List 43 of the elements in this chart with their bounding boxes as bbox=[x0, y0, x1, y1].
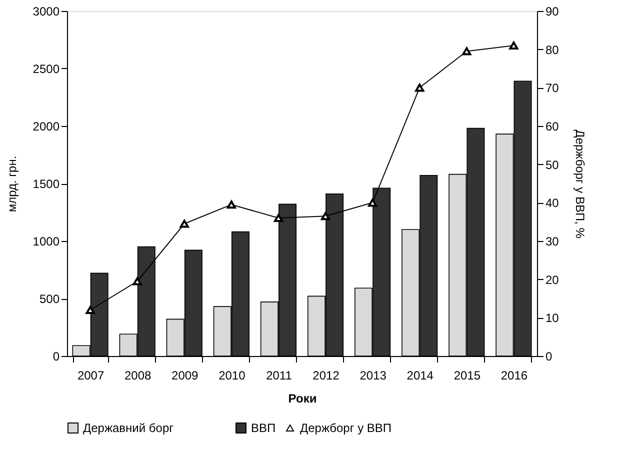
y2-tick-label: 40 bbox=[546, 196, 560, 210]
y2-tick-label: 20 bbox=[546, 272, 560, 287]
x-tick-label: 2007 bbox=[77, 368, 104, 382]
y2-tick-label: 10 bbox=[546, 311, 560, 326]
x-tick-label: 2010 bbox=[218, 368, 246, 382]
legend-label: Державний борг bbox=[83, 421, 174, 435]
y2-tick-label: 50 bbox=[546, 158, 560, 172]
y-tick-label: 2500 bbox=[32, 62, 60, 76]
point bbox=[415, 84, 424, 92]
y-tick-label: 3000 bbox=[32, 4, 60, 18]
x-tick-label: 2012 bbox=[312, 368, 340, 382]
x-tick-label: 2013 bbox=[360, 368, 387, 382]
y2-tick-label: 80 bbox=[546, 42, 560, 57]
y-axis-title: млрд. грн. bbox=[4, 156, 19, 212]
y-tick-label: 0 bbox=[52, 350, 60, 364]
y-tick-label: 1500 bbox=[32, 177, 60, 191]
x-tick-label: 2016 bbox=[500, 368, 528, 382]
point bbox=[274, 214, 284, 222]
point bbox=[226, 200, 236, 209]
point bbox=[462, 47, 472, 56]
x-tick-label: 2008 bbox=[124, 368, 152, 382]
point bbox=[132, 277, 142, 286]
y2-tick-label: 90 bbox=[546, 4, 560, 18]
legend-label: ВВП bbox=[251, 421, 276, 435]
y2-axis-title: Держборг у ВВП, % bbox=[572, 130, 587, 239]
y2-tick-label: 30 bbox=[546, 234, 560, 248]
y2-tick-label: 70 bbox=[546, 81, 560, 96]
point bbox=[180, 220, 189, 228]
x-tick-label: 2014 bbox=[406, 368, 434, 382]
y-tick-label: 500 bbox=[39, 292, 60, 306]
x-tick-label: 2009 bbox=[172, 368, 199, 382]
x-axis-title: Роки bbox=[288, 392, 317, 406]
point bbox=[320, 212, 330, 220]
x-tick-label: 2015 bbox=[454, 368, 481, 382]
point bbox=[86, 306, 95, 314]
x-tick-label: 2011 bbox=[266, 368, 292, 382]
legend-label: Держборг у ВВП bbox=[300, 421, 392, 435]
point bbox=[368, 198, 378, 207]
y-tick-label: 1000 bbox=[32, 234, 60, 248]
y2-tick-label: 0 bbox=[546, 350, 552, 364]
y2-tick-label: 60 bbox=[546, 120, 560, 134]
y-tick-label: 2000 bbox=[32, 120, 60, 134]
point bbox=[509, 41, 518, 50]
